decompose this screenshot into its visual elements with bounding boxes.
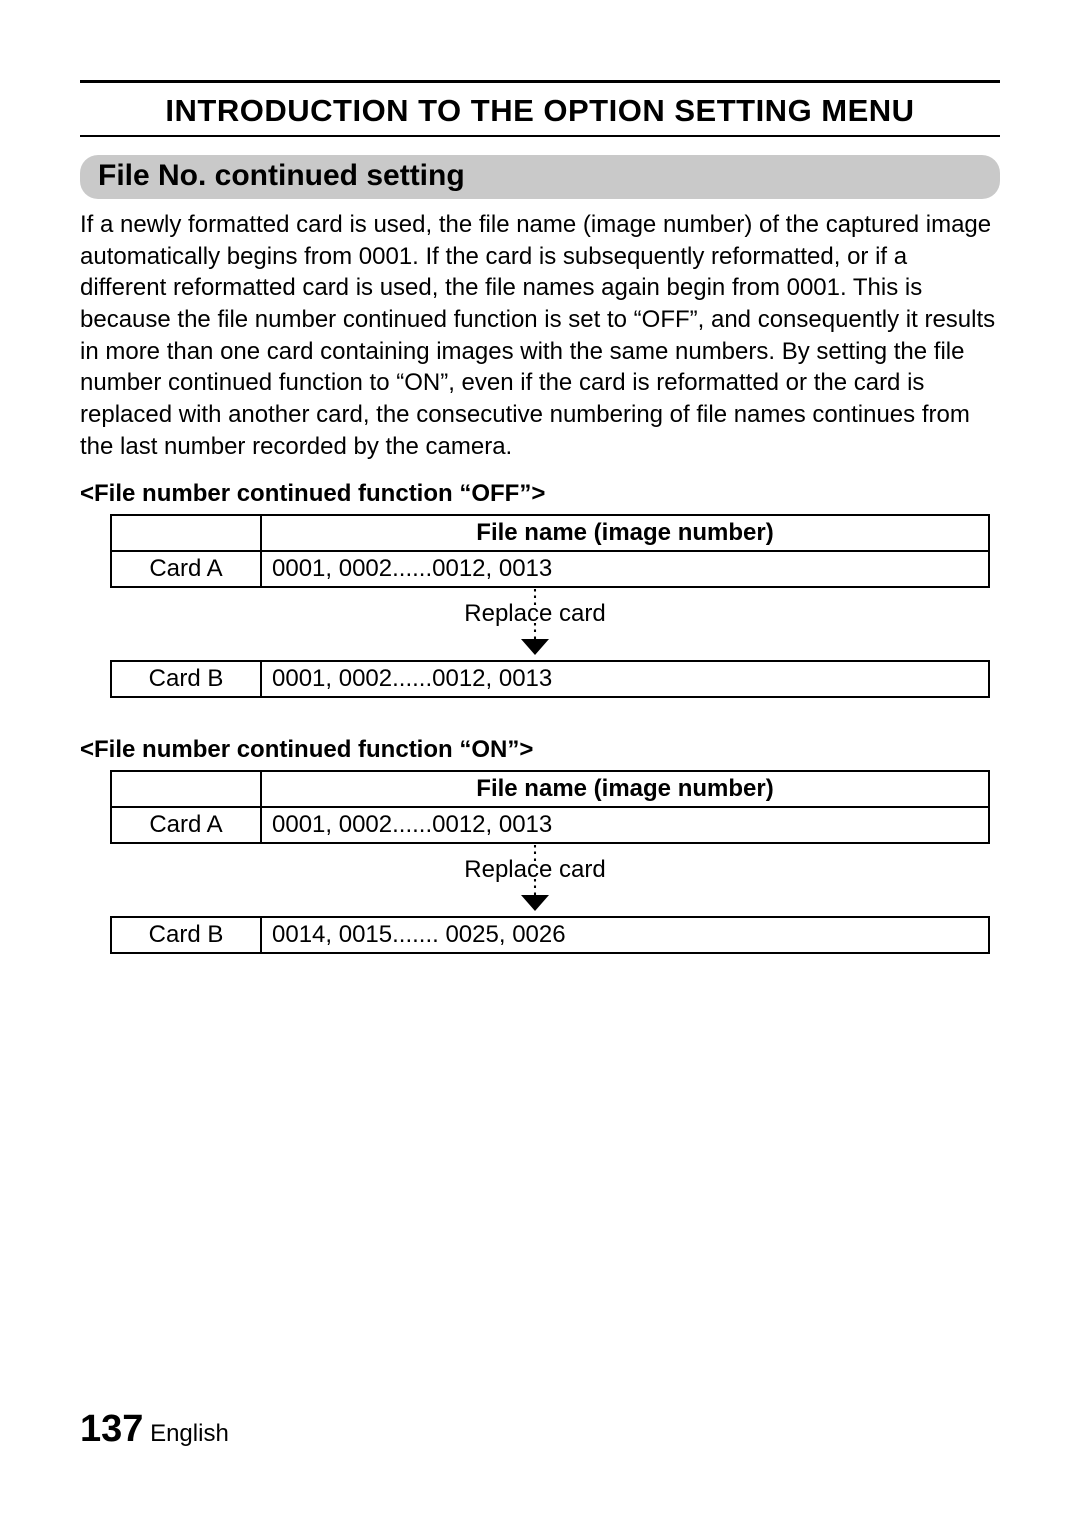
on-header-label: File name (image number) [261, 771, 989, 807]
off-table-header-row: File name (image number) Card A 0001, 00… [110, 514, 990, 588]
down-arrow-icon [521, 639, 549, 655]
on-table-header-row: File name (image number) Card A 0001, 00… [110, 770, 990, 844]
on-header-blank [111, 771, 261, 807]
off-card-a-values: 0001, 0002......0012, 0013 [261, 551, 989, 587]
on-table-top: File name (image number) Card A 0001, 00… [80, 770, 1000, 844]
on-caption: <File number continued function “ON”> [80, 736, 1000, 764]
page-title: INTRODUCTION TO THE OPTION SETTING MENU [80, 93, 1000, 129]
table-row: Card A 0001, 0002......0012, 0013 [111, 551, 989, 587]
page-number: 137 [80, 1408, 143, 1450]
on-card-a-values: 0001, 0002......0012, 0013 [261, 807, 989, 843]
off-table-bottom: Card B 0001, 0002......0012, 0013 [80, 660, 1000, 698]
vdots-icon: ⋮ [110, 882, 960, 892]
vdots-icon: ⋮ [110, 626, 960, 636]
off-card-b-row: Card B 0001, 0002......0012, 0013 [110, 660, 990, 698]
page-footer: 137 English [80, 1408, 229, 1451]
on-card-a-label: Card A [111, 807, 261, 843]
top-rule [80, 80, 1000, 83]
on-replace-block: ⋮ Replace card ⋮ [80, 848, 960, 916]
page-language: English [150, 1420, 229, 1447]
off-caption: <File number continued function “OFF”> [80, 480, 1000, 508]
off-card-b-label: Card B [111, 661, 261, 697]
on-table-bottom: Card B 0014, 0015....... 0025, 0026 [80, 916, 1000, 954]
off-card-a-label: Card A [111, 551, 261, 587]
table-row: Card B 0001, 0002......0012, 0013 [111, 661, 989, 697]
off-replace-block: ⋮ Replace card ⋮ [80, 592, 960, 660]
on-card-b-label: Card B [111, 917, 261, 953]
off-header-blank [111, 515, 261, 551]
down-arrow-icon [521, 895, 549, 911]
table-row: Card A 0001, 0002......0012, 0013 [111, 807, 989, 843]
title-underline [80, 135, 1000, 137]
off-header-label: File name (image number) [261, 515, 989, 551]
off-card-b-values: 0001, 0002......0012, 0013 [261, 661, 989, 697]
off-table-top: File name (image number) Card A 0001, 00… [80, 514, 1000, 588]
section-heading: File No. continued setting [80, 155, 1000, 199]
body-paragraph: If a newly formatted card is used, the f… [80, 209, 1000, 462]
on-card-b-row: Card B 0014, 0015....... 0025, 0026 [110, 916, 990, 954]
on-card-b-values: 0014, 0015....... 0025, 0026 [261, 917, 989, 953]
table-row: Card B 0014, 0015....... 0025, 0026 [111, 917, 989, 953]
